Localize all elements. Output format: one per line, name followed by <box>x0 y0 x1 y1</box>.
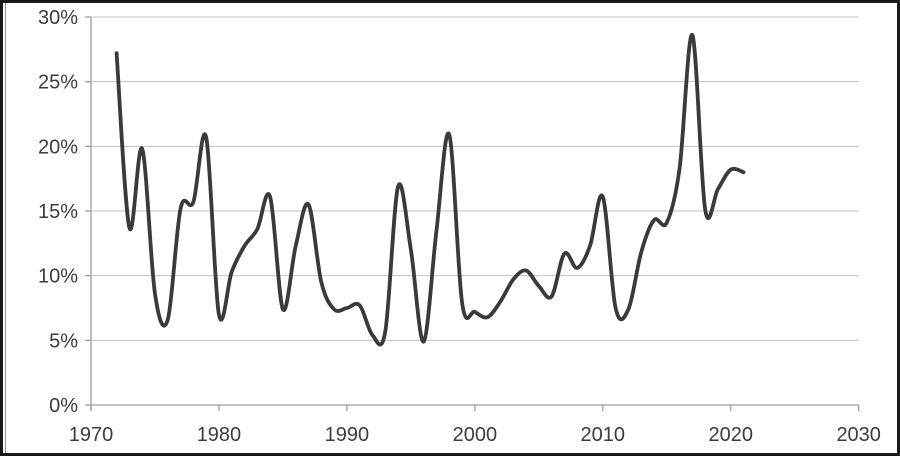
y-axis-tick-label: 20% <box>38 136 78 158</box>
x-axis-tick-label: 2000 <box>453 424 498 446</box>
y-axis-tick-label: 5% <box>49 330 78 352</box>
x-axis-tick-label: 2020 <box>709 424 754 446</box>
y-axis-tick-label: 10% <box>38 266 78 288</box>
x-axis-tick-label: 1990 <box>325 424 370 446</box>
frame-inner-line <box>5 3 6 453</box>
y-axis-tick-label: 15% <box>38 201 78 223</box>
y-axis-tick-label: 0% <box>49 395 78 417</box>
x-axis-tick-label: 1980 <box>197 424 242 446</box>
y-axis-tick-label: 25% <box>38 72 78 94</box>
x-axis-tick-label: 2030 <box>836 424 881 446</box>
x-axis-tick-label: 2010 <box>581 424 626 446</box>
data-series-line <box>114 33 746 347</box>
chart-svg: 0% 5% 10% 15% 20% 25% 30% 1970 1980 1990 2000 2010 2… <box>38 7 881 446</box>
x-axis-tick-label: 1970 <box>69 424 114 446</box>
y-axis-tick-label: 30% <box>38 7 78 29</box>
